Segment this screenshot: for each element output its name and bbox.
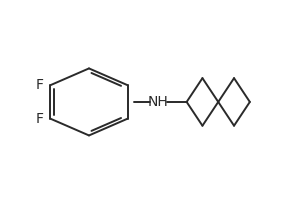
Text: NH: NH [148,95,168,109]
Text: F: F [36,112,44,126]
Text: F: F [36,78,44,92]
